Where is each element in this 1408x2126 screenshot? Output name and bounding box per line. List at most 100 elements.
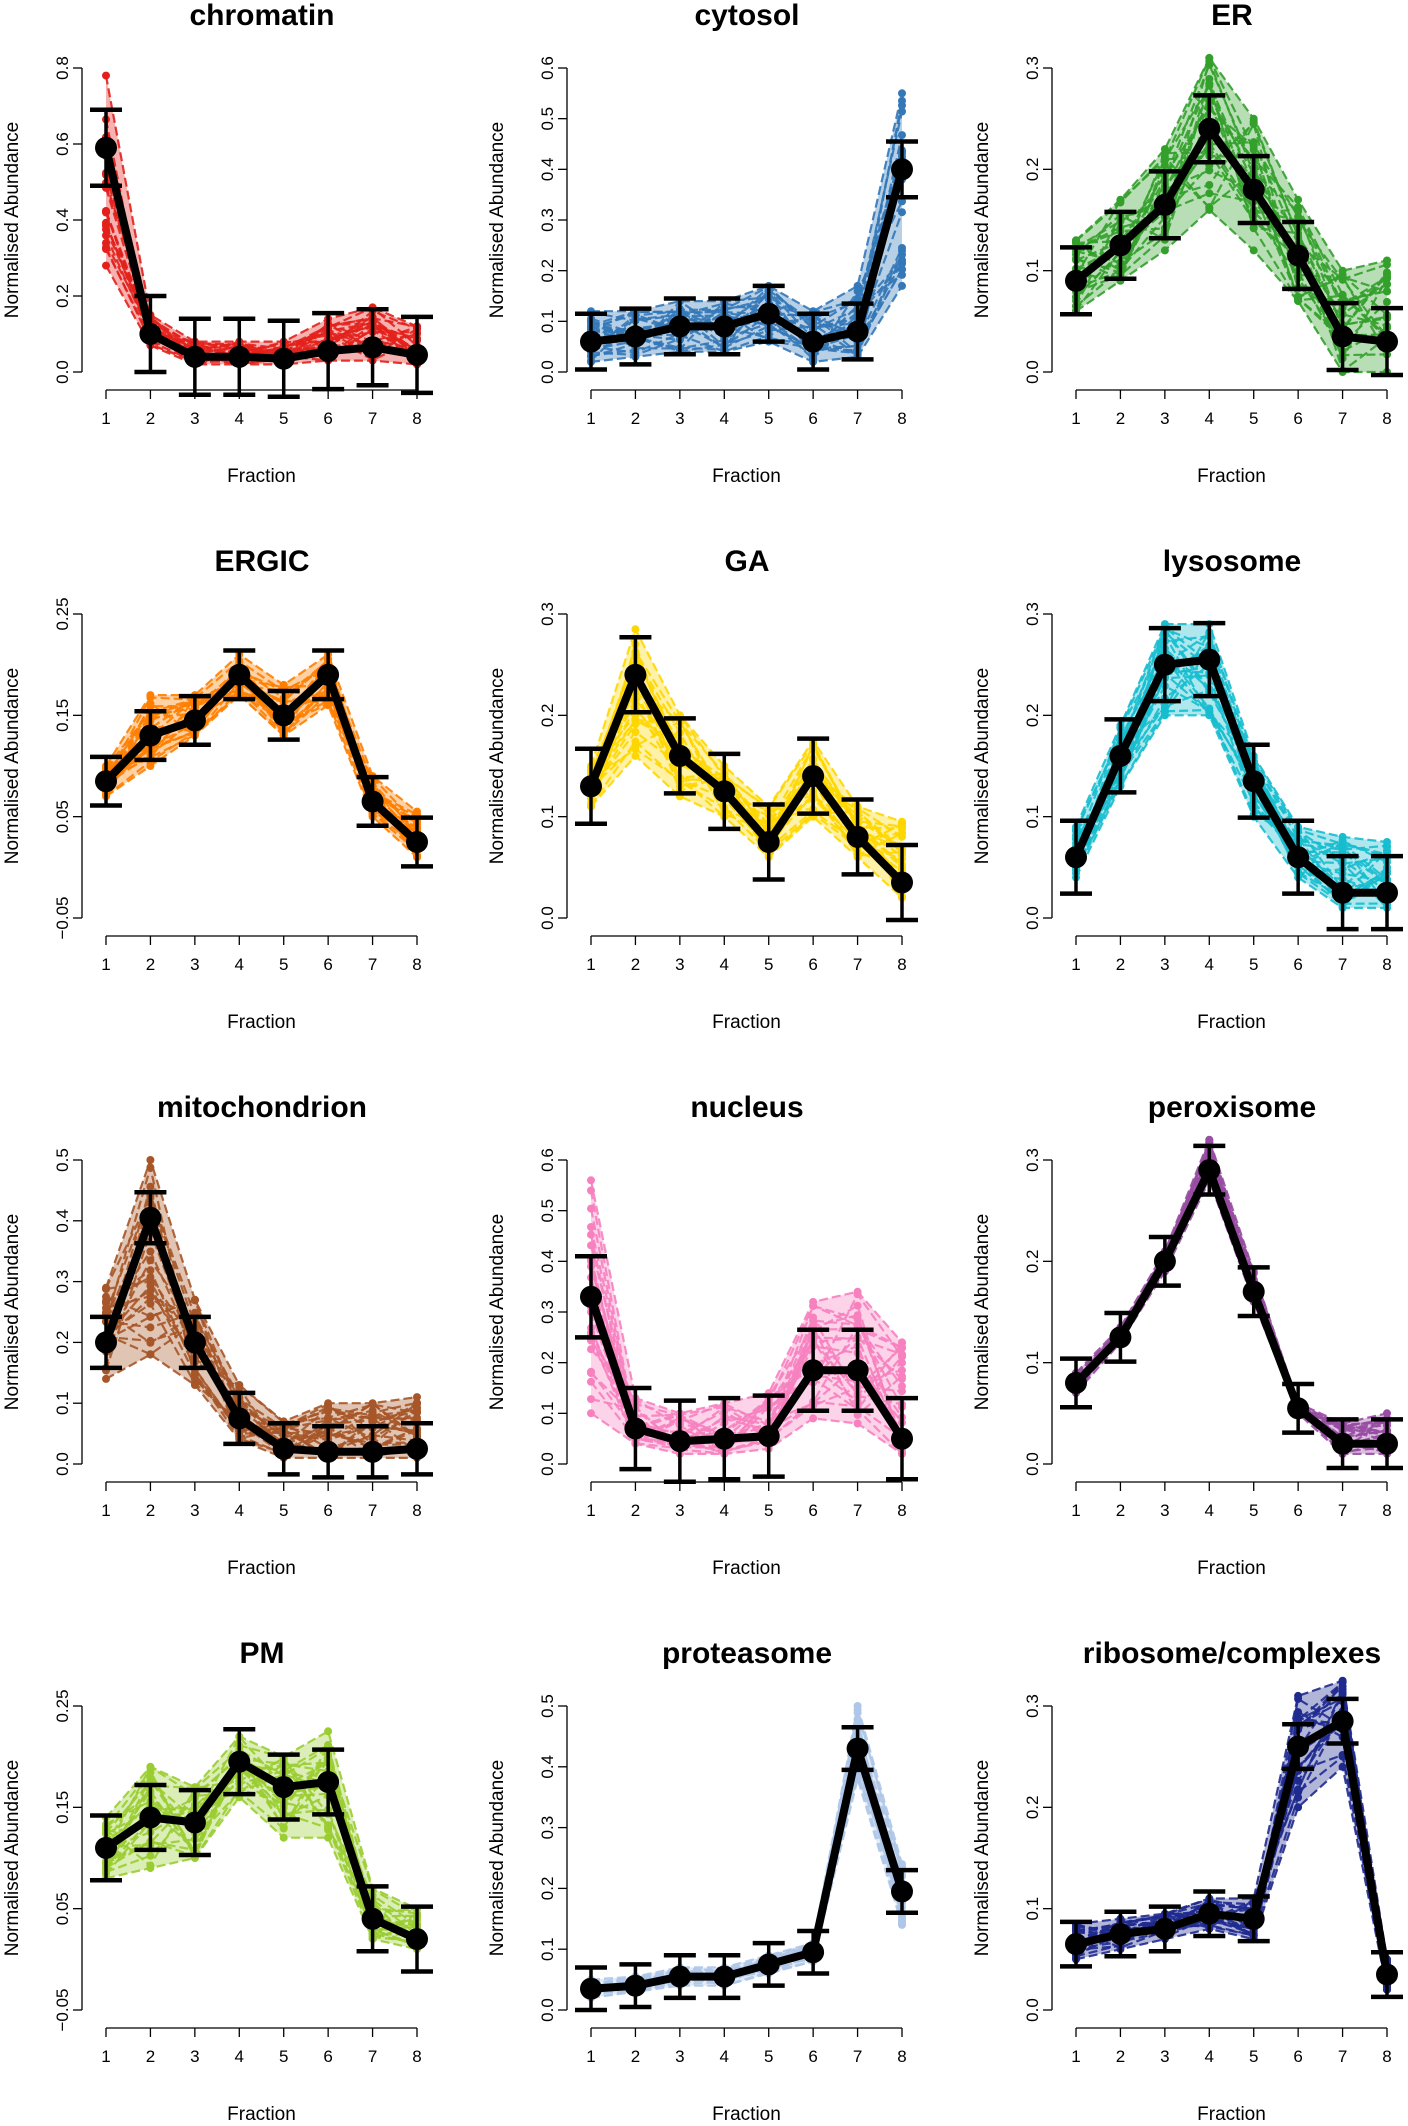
profile-line: [1075, 632, 1388, 891]
y-axis: −0.05 0.05 0.15 0.25: [53, 1689, 83, 2032]
y-tick-label: 0.2: [538, 1351, 557, 1375]
x-axis-label: Fraction: [712, 1012, 781, 1033]
profile-line: [590, 1339, 903, 1449]
error-bars: [1060, 1143, 1403, 1471]
x-axis: 1 2 3 4 5 6 7 8: [1071, 935, 1392, 974]
profile-line: [589, 626, 903, 823]
mean-point: [1331, 1710, 1354, 1733]
mean-point: [757, 1425, 780, 1448]
mean-point: [317, 663, 340, 686]
y-tick-label: 0.3: [1023, 1694, 1042, 1718]
x-tick-label: 2: [146, 2047, 155, 2066]
profile-point: [853, 1419, 862, 1428]
profile-line: [1075, 1153, 1388, 1455]
x-tick-label: 7: [853, 409, 862, 428]
x-tick-label: 8: [897, 1501, 906, 1520]
x-tick-label: 4: [235, 2047, 244, 2066]
panel-title: peroxisome: [1148, 1091, 1316, 1124]
x-tick-label: 6: [323, 955, 332, 974]
profile-point: [1383, 841, 1391, 850]
mean-point: [1153, 193, 1176, 216]
mean-point: [1109, 744, 1132, 767]
mean-point: [1242, 1280, 1265, 1303]
x-tick-label: 2: [631, 2047, 640, 2066]
profile-point: [587, 1176, 595, 1185]
x-axis: 1 2 3 4 5 6 7 8: [101, 935, 422, 974]
profile-line: [589, 1259, 903, 1444]
mean-point: [668, 744, 691, 767]
y-axis: 0.0 0.1 0.2 0.3: [538, 602, 568, 930]
x-axis-label: Fraction: [1197, 2104, 1266, 2125]
mean-point: [580, 330, 602, 353]
x-tick-label: 3: [190, 2047, 199, 2066]
profile-point: [587, 1345, 595, 1354]
profile-point: [853, 294, 862, 303]
profile-band: [283, 1403, 329, 1458]
y-tick-label: 0.3: [538, 602, 557, 626]
mean-point: [1331, 325, 1354, 348]
profile-point: [102, 1284, 110, 1293]
panel-title: nucleus: [690, 1091, 803, 1124]
mean-point: [139, 724, 162, 747]
mean-point: [406, 1437, 428, 1460]
y-tick-label: 0.5: [53, 1148, 72, 1172]
profile-line: [104, 228, 418, 358]
profile-point: [1294, 195, 1303, 204]
x-tick-label: 6: [1293, 955, 1302, 974]
panel-title: ribosome/complexes: [1083, 1637, 1381, 1670]
x-tick-label: 1: [1071, 409, 1080, 428]
mean-point: [668, 315, 691, 338]
x-tick-label: 1: [586, 409, 595, 428]
x-tick-label: 8: [1382, 955, 1391, 974]
profile-point: [1249, 145, 1258, 154]
mean-point: [361, 1907, 384, 1930]
mean-point: [891, 158, 913, 181]
panel-pm: PM −0.05 0.05 0.15 0.25 Normalised Abundance 1…: [2, 1637, 433, 2125]
profile-band: [1253, 118, 1299, 302]
panel-ga: GA 0.0 0.1 0.2 0.3 Normalised Abundance 1 2 3 4 5 6…: [487, 545, 918, 1033]
profile-point: [898, 246, 906, 255]
y-tick-label: 0.3: [1023, 602, 1042, 626]
profile-point: [1205, 81, 1214, 90]
x-axis: 1 2 3 4 5 6 7 8: [101, 1481, 422, 1520]
panel-proteasome: proteasome 0.0 0.1 0.2 0.3 0.4 0.5 Normalised A…: [487, 1637, 918, 2125]
x-tick-label: 5: [279, 409, 288, 428]
profile-point: [413, 1398, 421, 1407]
profile-line: [590, 718, 903, 830]
profile-point: [898, 96, 906, 105]
profile-band: [1164, 624, 1210, 716]
mean-point: [580, 1977, 602, 2000]
x-tick-label: 1: [1071, 955, 1080, 974]
profile-point: [102, 71, 110, 80]
profile-line: [590, 1774, 904, 1991]
x-tick-label: 5: [764, 2047, 773, 2066]
mean-point: [668, 1430, 691, 1453]
profile-point: [146, 1256, 155, 1265]
profile-point: [898, 131, 906, 140]
profile-line: [589, 649, 903, 854]
profile-line: [1075, 1147, 1388, 1434]
profile-point: [146, 1182, 155, 1191]
profile-point: [631, 625, 640, 634]
mean-point: [272, 1776, 295, 1799]
mean-point: [846, 1737, 869, 1760]
x-tick-label: 1: [1071, 1501, 1080, 1520]
profile-point: [146, 1336, 155, 1345]
y-axis-label: Normalised Abundance: [2, 122, 23, 318]
y-tick-label: 0.3: [538, 1816, 557, 1840]
x-tick-label: 3: [675, 955, 684, 974]
profile-line: [105, 677, 418, 846]
panel-peroxisome: peroxisome 0.0 0.1 0.2 0.3 Normalised Abundan…: [972, 1091, 1403, 1579]
x-tick-label: 7: [368, 955, 377, 974]
profile-line: [1075, 1138, 1388, 1426]
profile-line: [1075, 1148, 1388, 1442]
profile-point: [102, 261, 110, 270]
y-axis-label: Normalised Abundance: [972, 1760, 993, 1956]
x-tick-label: 4: [1205, 1501, 1214, 1520]
profile-point: [898, 281, 906, 290]
y-axis-label: Normalised Abundance: [972, 668, 993, 864]
profile-line: [590, 1760, 904, 1986]
profile-point: [1205, 706, 1214, 714]
y-tick-label: −0.05: [53, 1988, 72, 2031]
mean-point: [1109, 1326, 1132, 1349]
